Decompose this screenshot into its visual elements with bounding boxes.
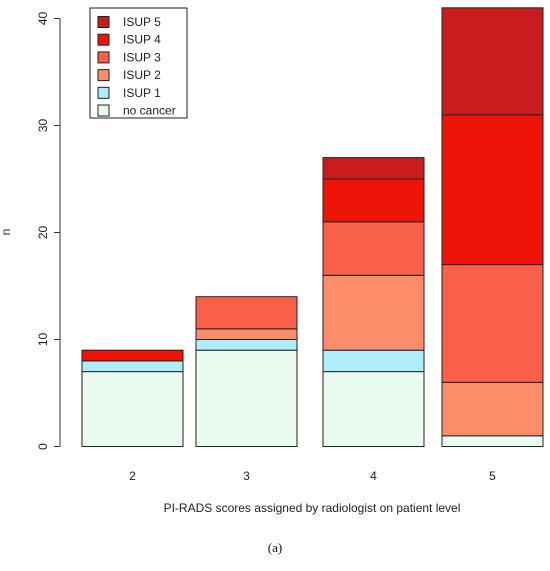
y-axis-label: n [0, 229, 13, 236]
legend-swatch [97, 69, 110, 82]
bar-segment-isup-1 [81, 360, 184, 373]
legend: ISUP 5 ISUP 4 ISUP 3 ISUP 2 ISUP 1 no cancer [89, 7, 188, 119]
bars: 2 3 4 5 [81, 7, 544, 483]
legend-label: ISUP 1 [123, 86, 161, 100]
bar-segment-isup-2 [322, 274, 425, 351]
bar-segment-no-cancer [195, 349, 298, 448]
x-tick-label: 2 [129, 469, 136, 483]
legend-swatch [97, 86, 110, 99]
x-tick-label: 3 [243, 469, 250, 483]
y-tick-label: 40 [36, 12, 50, 26]
legend-label: ISUP 3 [123, 50, 161, 64]
bar-segment-isup-3 [322, 221, 425, 276]
x-tick-label: 5 [489, 469, 496, 483]
bar-segment-isup-5 [441, 7, 544, 116]
x-axis-label: PI-RADS scores assigned by radiologist o… [164, 501, 461, 515]
figure-caption: (a) [267, 540, 283, 555]
x-tick-label: 4 [370, 469, 377, 483]
bar-segment-isup-1 [322, 349, 425, 373]
axes: 0 10 20 30 40 [36, 12, 61, 450]
legend-swatch [97, 104, 110, 117]
bar-segment-isup-1 [195, 339, 298, 351]
y-tick-label: 10 [36, 333, 50, 347]
bar-segment-isup-3 [195, 296, 298, 330]
legend-swatch [97, 16, 110, 28]
y-tick-label: 20 [36, 226, 50, 240]
bar-segment-isup-5 [322, 157, 425, 180]
bar-segment-no-cancer [322, 371, 425, 448]
legend-swatch [97, 51, 110, 64]
bar-segment-isup-3 [441, 264, 544, 383]
bar-segment-isup-4 [441, 114, 544, 266]
legend-label: no cancer [123, 104, 176, 118]
bar-segment-isup-4 [322, 178, 425, 223]
legend-label: ISUP 4 [123, 33, 161, 47]
bar-segment-no-cancer [81, 371, 184, 448]
bar-segment-no-cancer [441, 435, 544, 447]
bar-segment-isup-4 [81, 349, 184, 362]
bar-segment-isup-2 [195, 328, 298, 340]
legend-swatch [97, 33, 110, 46]
bar-segment-isup-2 [441, 381, 544, 437]
y-tick-label: 30 [36, 119, 50, 133]
legend-label: ISUP 5 [123, 15, 161, 29]
y-tick-label: 0 [36, 443, 50, 450]
legend-label: ISUP 2 [123, 68, 161, 82]
